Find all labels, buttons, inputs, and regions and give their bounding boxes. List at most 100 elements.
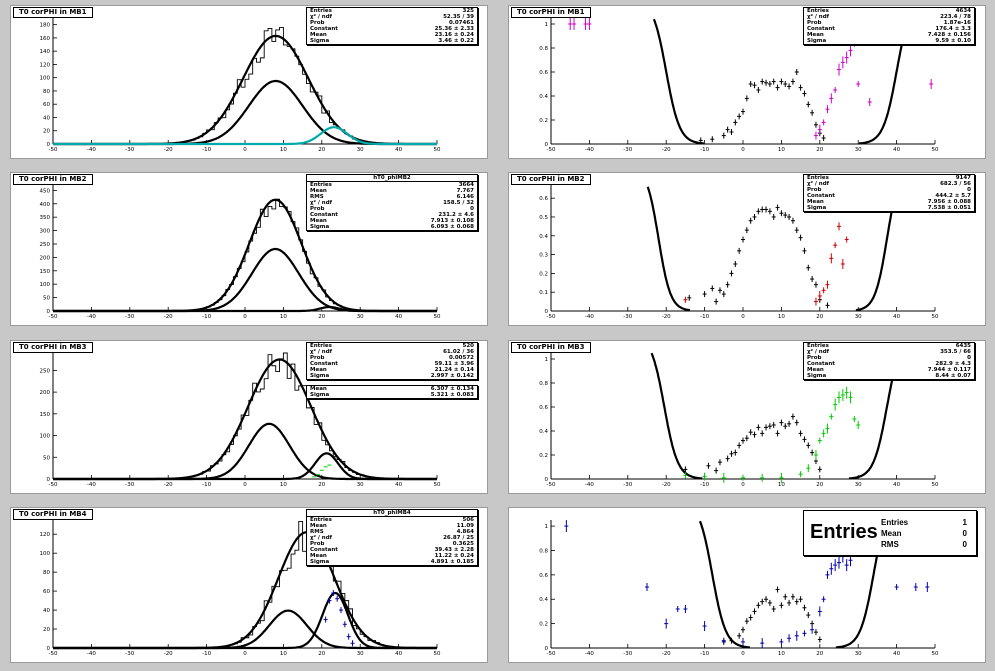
stats-label: Prob: [807, 355, 822, 361]
stats-value: 9.59 ± 0.10: [935, 38, 971, 44]
x-tick-label: 20: [816, 651, 823, 657]
stats-row: Constant 231.2 ± 4.6: [307, 212, 477, 218]
large-stats-box: Entries Entries 1 Mean 0 RMS 0: [803, 510, 977, 556]
y-tick-label: 80: [43, 570, 50, 576]
x-tick-label: 10: [778, 482, 785, 488]
x-tick-label: -20: [164, 147, 173, 153]
y-tick-label: 50: [43, 455, 50, 461]
stats-row: Mean 21.24 ± 0.14: [307, 367, 477, 373]
stats-row: Prob 0.07461: [307, 20, 477, 26]
stats-row: χ² / ndf 52.35 / 39: [307, 14, 477, 20]
y-tick-label: 0.8: [539, 548, 548, 554]
stats-row: Prob 0: [804, 187, 974, 193]
x-tick-label: -10: [202, 314, 211, 320]
y-tick-label: 0: [545, 142, 549, 148]
y-tick-label: 60: [43, 102, 50, 108]
pad-title: T0 corPHI in MB2: [13, 174, 93, 185]
stats-value: 5.321 ± 0.083: [430, 392, 474, 398]
y-tick-label: 1: [545, 524, 549, 530]
stats-value: 0: [962, 529, 967, 538]
y-tick-label: 140: [40, 49, 51, 55]
stats-value: 0.00572: [448, 355, 474, 361]
stats-value: 7.913 ± 0.108: [430, 218, 474, 224]
x-tick-label: -50: [49, 651, 58, 657]
stats-row: Sigma 2.997 ± 0.142: [307, 373, 477, 379]
stats-row: Sigma 7.538 ± 0.051: [804, 205, 974, 211]
stats-value: 11.22 ± 0.24: [434, 553, 474, 559]
x-tick-label: 30: [357, 147, 364, 153]
stats-label: Mean: [310, 386, 327, 392]
stats-label: Entries: [807, 175, 829, 181]
y-tick-label: 120: [40, 62, 51, 68]
y-tick-label: 0.4: [539, 234, 548, 240]
stats-label: Entries: [881, 518, 909, 527]
stats-label: Constant: [310, 26, 338, 32]
x-tick-label: -50: [49, 147, 58, 153]
x-tick-label: -30: [623, 147, 632, 153]
stats-label: RMS: [310, 194, 324, 200]
y-tick-label: 60: [43, 589, 50, 595]
stats-label: χ² / ndf: [310, 349, 333, 355]
stats-label: Entries: [310, 517, 332, 523]
x-tick-label: 0: [243, 482, 247, 488]
stats-label: Mean: [310, 523, 327, 529]
x-tick-label: 10: [778, 147, 785, 153]
plot-pad: -50 -40 -30 -20 -10 0 10 20 30 40 50 0 20 40 60 80 100 12…: [10, 5, 488, 159]
x-tick-label: 50: [434, 314, 441, 320]
y-tick-label: 0: [545, 309, 549, 315]
stats-label: Mean: [310, 32, 327, 38]
stats-label: Mean: [807, 32, 824, 38]
stats-value: 223.4 / 78: [940, 14, 971, 20]
stats-row: χ² / ndf 61.02 / 36: [307, 349, 477, 355]
stats-row: Mean 7.913 ± 0.108: [307, 218, 477, 224]
stats-label: Constant: [807, 361, 835, 367]
stats-row: Constant 25.36 ± 2.33: [307, 26, 477, 32]
stats-row: Entries 6435: [804, 343, 974, 349]
stats-row: Entries 9147: [804, 175, 974, 181]
stats-row: Mean 7.944 ± 0.117: [804, 367, 974, 373]
stats-value: 0: [967, 355, 971, 361]
stats-row: χ² / ndf 682.3 / 56: [804, 181, 974, 187]
y-tick-label: 100: [40, 76, 51, 82]
y-tick-label: 300: [40, 229, 51, 235]
stats-row: Sigma 5.321 ± 0.083: [307, 392, 477, 398]
pad-title: T0 corPHI in MB1: [13, 7, 93, 18]
fit-curve: [53, 422, 437, 481]
threshold-curve: [652, 18, 704, 145]
y-tick-label: 350: [40, 215, 51, 221]
stats-box: Entries 4634 χ² / ndf 223.4 / 78 Prob 1.87e-1…: [803, 7, 975, 45]
stats-value: 7.538 ± 0.051: [927, 205, 971, 211]
x-tick-label: -30: [125, 147, 134, 153]
stats-value: 1: [962, 518, 967, 527]
y-tick-label: 180: [40, 23, 51, 29]
plot-pad: -50 -40 -30 -20 -10 0 10 20 30 40 50 0 0.2 0.4 0.6 0.8 1…: [508, 340, 986, 494]
x-tick-label: -40: [87, 651, 96, 657]
stats-label: Mean: [807, 367, 824, 373]
x-tick-label: 40: [395, 147, 402, 153]
y-tick-label: 0.2: [539, 622, 548, 628]
plot-pad: -50 -40 -30 -20 -10 0 10 20 30 40 50 0 20 40 60 80 100 12…: [10, 507, 488, 663]
plot-svg: -50 -40 -30 -20 -10 0 10 20 30 40 50 0 0.2 0.4 0.6 0.8 1: [539, 352, 939, 488]
stats-row: RMS 4.864: [307, 529, 477, 535]
y-tick-label: 0.4: [539, 94, 548, 100]
stats-label: Sigma: [310, 224, 330, 230]
x-tick-label: 0: [243, 314, 247, 320]
y-tick-label: 0.1: [539, 290, 548, 296]
y-tick-label: 0: [47, 309, 51, 315]
x-tick-label: -10: [700, 147, 709, 153]
stats-row: Sigma 8.44 ± 0.07: [804, 373, 974, 379]
x-tick-label: 40: [893, 651, 900, 657]
stats-value: 4.891 ± 0.185: [430, 559, 474, 565]
stats-value: 7.956 ± 0.088: [927, 199, 971, 205]
x-tick-label: 0: [243, 147, 247, 153]
stats-value: 520: [462, 343, 474, 349]
stats-value: 231.2 ± 4.6: [438, 212, 474, 218]
x-tick-label: -40: [585, 314, 594, 320]
stats-value: 39.43 ± 2.28: [434, 547, 474, 553]
x-tick-label: -50: [49, 482, 58, 488]
threshold-curve: [858, 18, 910, 145]
x-tick-label: -20: [164, 651, 173, 657]
stats-row: Mean 23.16 ± 0.24: [307, 32, 477, 38]
stats-row: RMS 6.146: [307, 194, 477, 200]
stats-label: Mean: [310, 553, 327, 559]
